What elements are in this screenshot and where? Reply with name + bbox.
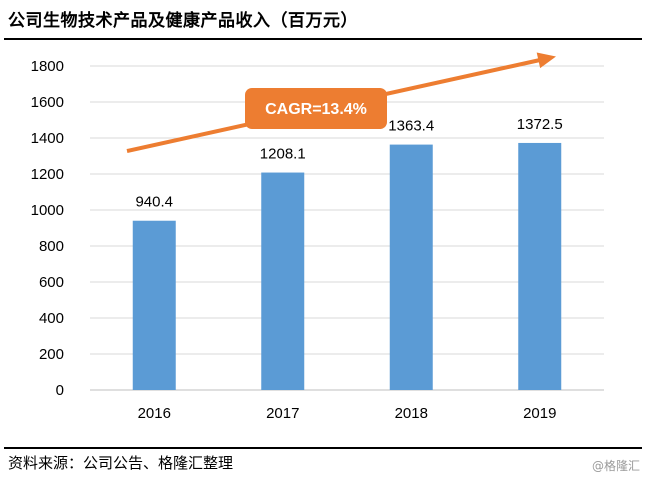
data-label-2018: 1363.4 — [388, 118, 434, 135]
trend-arrow-head — [536, 52, 556, 69]
y-tick-label: 0 — [56, 382, 64, 399]
x-tick-label: 2018 — [395, 405, 428, 422]
cagr-callout: CAGR=13.4% — [245, 88, 387, 129]
y-tick-label: 1800 — [31, 58, 64, 75]
bar-2016 — [132, 220, 176, 390]
bars — [132, 142, 562, 390]
data-label-2016: 940.4 — [135, 194, 173, 211]
y-tick-label: 1000 — [31, 202, 64, 219]
source-divider — [4, 447, 642, 449]
y-tick-label: 400 — [39, 310, 64, 327]
cagr-label: CAGR=13.4% — [265, 101, 367, 118]
title-divider — [4, 38, 642, 40]
watermark: @格隆汇 — [591, 459, 640, 473]
data-label-2017: 1208.1 — [260, 146, 306, 163]
y-tick-label: 800 — [39, 238, 64, 255]
bar-2019 — [518, 142, 562, 390]
y-axis-ticks: 0 200 400 600 800 1000 1200 1400 1600 1800 — [31, 58, 64, 399]
data-labels: 940.4 1208.1 1363.4 1372.5 — [135, 116, 562, 211]
y-tick-label: 1600 — [31, 94, 64, 111]
y-tick-label: 1200 — [31, 166, 64, 183]
chart-title: 公司生物技术产品及健康产品收入（百万元） — [8, 11, 358, 31]
x-axis-ticks: 2016 2017 2018 2019 — [138, 405, 557, 422]
x-tick-label: 2016 — [138, 405, 171, 422]
bar-chart: 0 200 400 600 800 1000 1200 1400 1600 1800 940.4 1… — [31, 52, 604, 422]
x-tick-label: 2017 — [266, 405, 299, 422]
cagr-callout-box — [245, 88, 387, 129]
bar-2018 — [389, 144, 433, 390]
x-tick-label: 2019 — [523, 405, 556, 422]
y-tick-label: 200 — [39, 346, 64, 363]
y-tick-label: 1400 — [31, 130, 64, 147]
y-tick-label: 600 — [39, 274, 64, 291]
source-note: 资料来源：公司公告、格隆汇整理 — [8, 454, 234, 472]
data-label-2019: 1372.5 — [517, 116, 563, 133]
bar-2017 — [261, 172, 305, 390]
